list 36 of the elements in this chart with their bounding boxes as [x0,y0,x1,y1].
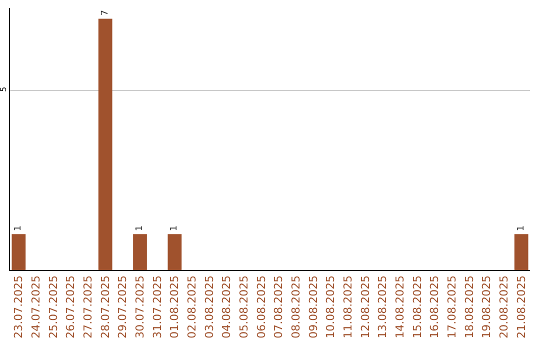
data-label: 1 [516,225,526,232]
x-tick-label: 13.08.2025 [376,275,390,338]
x-tick-label: 19.08.2025 [480,275,494,338]
x-tick-label: 30.07.2025 [134,275,147,338]
x-tick-label: 28.07.2025 [98,275,112,338]
y-tick-label: 5 [0,86,8,92]
x-tick-label: 03.08.2025 [202,275,216,338]
x-tick-label: 10.08.2025 [324,275,338,338]
x-tick-label: 31.07.2025 [150,275,164,338]
x-tick-label: 21.08.2025 [514,275,528,338]
x-tick-label: 01.08.2025 [168,275,182,338]
x-tick-label: 08.08.2025 [290,275,303,338]
x-tick-label: 02.08.2025 [186,275,199,338]
data-label: 1 [170,225,180,232]
data-label: 1 [135,225,145,232]
x-tick-label: 23.07.2025 [12,275,26,338]
x-tick-label: 07.08.2025 [272,275,286,338]
x-tick-label: 17.08.2025 [446,275,459,338]
x-tick-label: 12.08.2025 [358,275,372,338]
x-tick-label: 15.08.2025 [410,275,424,338]
x-tick-label: 11.08.2025 [342,275,355,338]
x-tick-label: 04.08.2025 [220,275,234,338]
x-tick-label: 05.08.2025 [238,275,251,338]
x-tick-label: 14.08.2025 [394,275,407,338]
x-tick-label: 18.08.2025 [462,275,476,338]
x-tick-label: 24.07.2025 [30,275,43,338]
data-label: 1 [14,225,24,232]
x-tick-label: 29.07.2025 [116,275,130,338]
x-tick-label: 25.07.2025 [46,275,60,338]
x-tick-label: 06.08.2025 [254,275,268,338]
x-tick-label: 26.07.2025 [64,275,78,338]
x-tick-label: 09.08.2025 [306,275,320,338]
x-tick-label: 27.07.2025 [82,275,95,338]
data-label: 7 [100,10,110,16]
x-tick-label: 16.08.2025 [428,275,442,338]
x-tick-label: 20.08.2025 [498,275,511,338]
